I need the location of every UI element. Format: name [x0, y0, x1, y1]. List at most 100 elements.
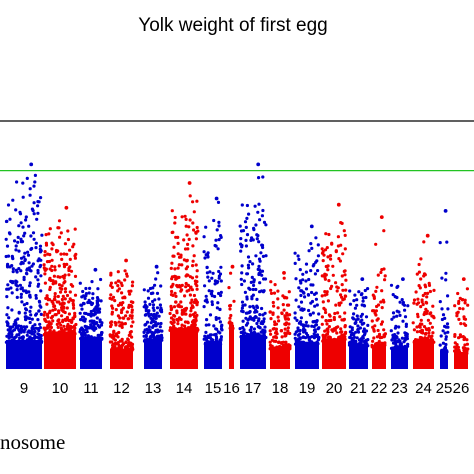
- snp-point: [170, 289, 174, 294]
- snp-point: [363, 341, 367, 345]
- snp-point: [153, 316, 157, 320]
- snp-point: [323, 308, 327, 312]
- chromosome-13-points: [142, 264, 164, 369]
- snp-point: [343, 325, 347, 329]
- snp-point: [398, 300, 402, 304]
- snp-point: [271, 327, 275, 331]
- snp-point: [92, 328, 96, 332]
- snp-point: [455, 312, 459, 316]
- x-tick-label: 20: [326, 380, 343, 397]
- snp-point: [453, 341, 457, 345]
- snp-point: [389, 329, 393, 333]
- snp-point: [398, 346, 402, 350]
- snp-point: [283, 314, 287, 318]
- snp-point: [359, 337, 363, 341]
- chromosome-12-base: [110, 348, 133, 369]
- snp-point: [427, 331, 431, 335]
- snp-point: [417, 270, 421, 274]
- snp-point: [415, 272, 419, 276]
- snp-point: [155, 311, 159, 315]
- snp-point: [54, 281, 58, 285]
- snp-point: [343, 247, 347, 251]
- snp-point: [392, 335, 397, 339]
- snp-point: [143, 300, 147, 304]
- snp-point: [189, 330, 193, 334]
- snp-point: [188, 218, 192, 222]
- snp-point: [260, 306, 264, 311]
- snp-point: [85, 330, 89, 334]
- chromosome-11-points: [78, 267, 104, 369]
- snp-point: [252, 316, 256, 320]
- snp-point: [217, 238, 221, 242]
- snp-point: [440, 307, 444, 311]
- snp-point: [46, 331, 50, 335]
- snp-point: [423, 291, 427, 296]
- snp-point: [7, 231, 12, 235]
- snp-point: [48, 227, 52, 231]
- snp-point: [316, 243, 320, 247]
- snp-point: [268, 343, 273, 347]
- snp-point: [119, 281, 123, 285]
- snp-point: [419, 305, 423, 309]
- snp-point: [427, 334, 431, 338]
- snp-point: [177, 330, 181, 334]
- snp-point: [323, 329, 327, 333]
- snp-point: [191, 259, 195, 263]
- snp-point: [314, 323, 319, 327]
- x-tick-label: 17: [245, 380, 262, 397]
- snp-point: [301, 328, 305, 332]
- snp-point: [6, 283, 10, 287]
- snp-point: [81, 294, 86, 298]
- snp-point: [207, 289, 211, 293]
- snp-point: [183, 320, 188, 324]
- snp-point: [89, 326, 93, 330]
- snp-point: [71, 284, 75, 288]
- snp-point: [457, 349, 461, 353]
- snp-point: [372, 336, 376, 340]
- snp-point: [274, 322, 279, 326]
- snp-point: [257, 240, 261, 244]
- snp-point: [180, 323, 184, 327]
- snp-point: [366, 323, 370, 327]
- snp-point: [426, 291, 430, 295]
- snp-point: [169, 285, 173, 289]
- snp-point: [171, 282, 175, 286]
- snp-point: [426, 318, 430, 322]
- snp-point: [191, 221, 195, 225]
- chromosome-9-points: [4, 162, 44, 369]
- snp-point: [269, 291, 274, 295]
- snp-point: [462, 337, 466, 342]
- snp-point: [334, 326, 338, 330]
- snp-point: [39, 337, 43, 341]
- snp-point: [24, 271, 29, 275]
- snp-point: [239, 330, 243, 335]
- snp-point: [15, 295, 19, 299]
- snp-point: [465, 342, 469, 346]
- snp-point: [69, 269, 74, 273]
- snp-point: [50, 264, 54, 268]
- snp-point: [320, 274, 324, 278]
- snp-point: [393, 326, 397, 330]
- snp-point: [403, 331, 407, 335]
- snp-point: [47, 259, 52, 264]
- snp-point: [400, 298, 404, 302]
- snp-point: [421, 293, 425, 298]
- snp-point: [334, 303, 338, 307]
- snp-point: [60, 327, 64, 331]
- snp-point: [116, 284, 120, 288]
- snp-point: [37, 299, 42, 303]
- snp-point: [44, 296, 48, 300]
- snp-point: [422, 240, 426, 244]
- snp-point: [215, 306, 219, 310]
- snp-point: [304, 279, 308, 283]
- snp-point: [325, 290, 329, 294]
- snp-point: [173, 215, 177, 220]
- snp-point: [179, 305, 184, 309]
- snp-point: [24, 318, 28, 322]
- chromosome-25-points: [438, 209, 450, 369]
- snp-point: [154, 277, 158, 281]
- snp-point: [146, 289, 150, 293]
- snp-point: [307, 249, 311, 253]
- x-axis-label: nosome: [0, 430, 65, 454]
- snp-point: [182, 309, 186, 313]
